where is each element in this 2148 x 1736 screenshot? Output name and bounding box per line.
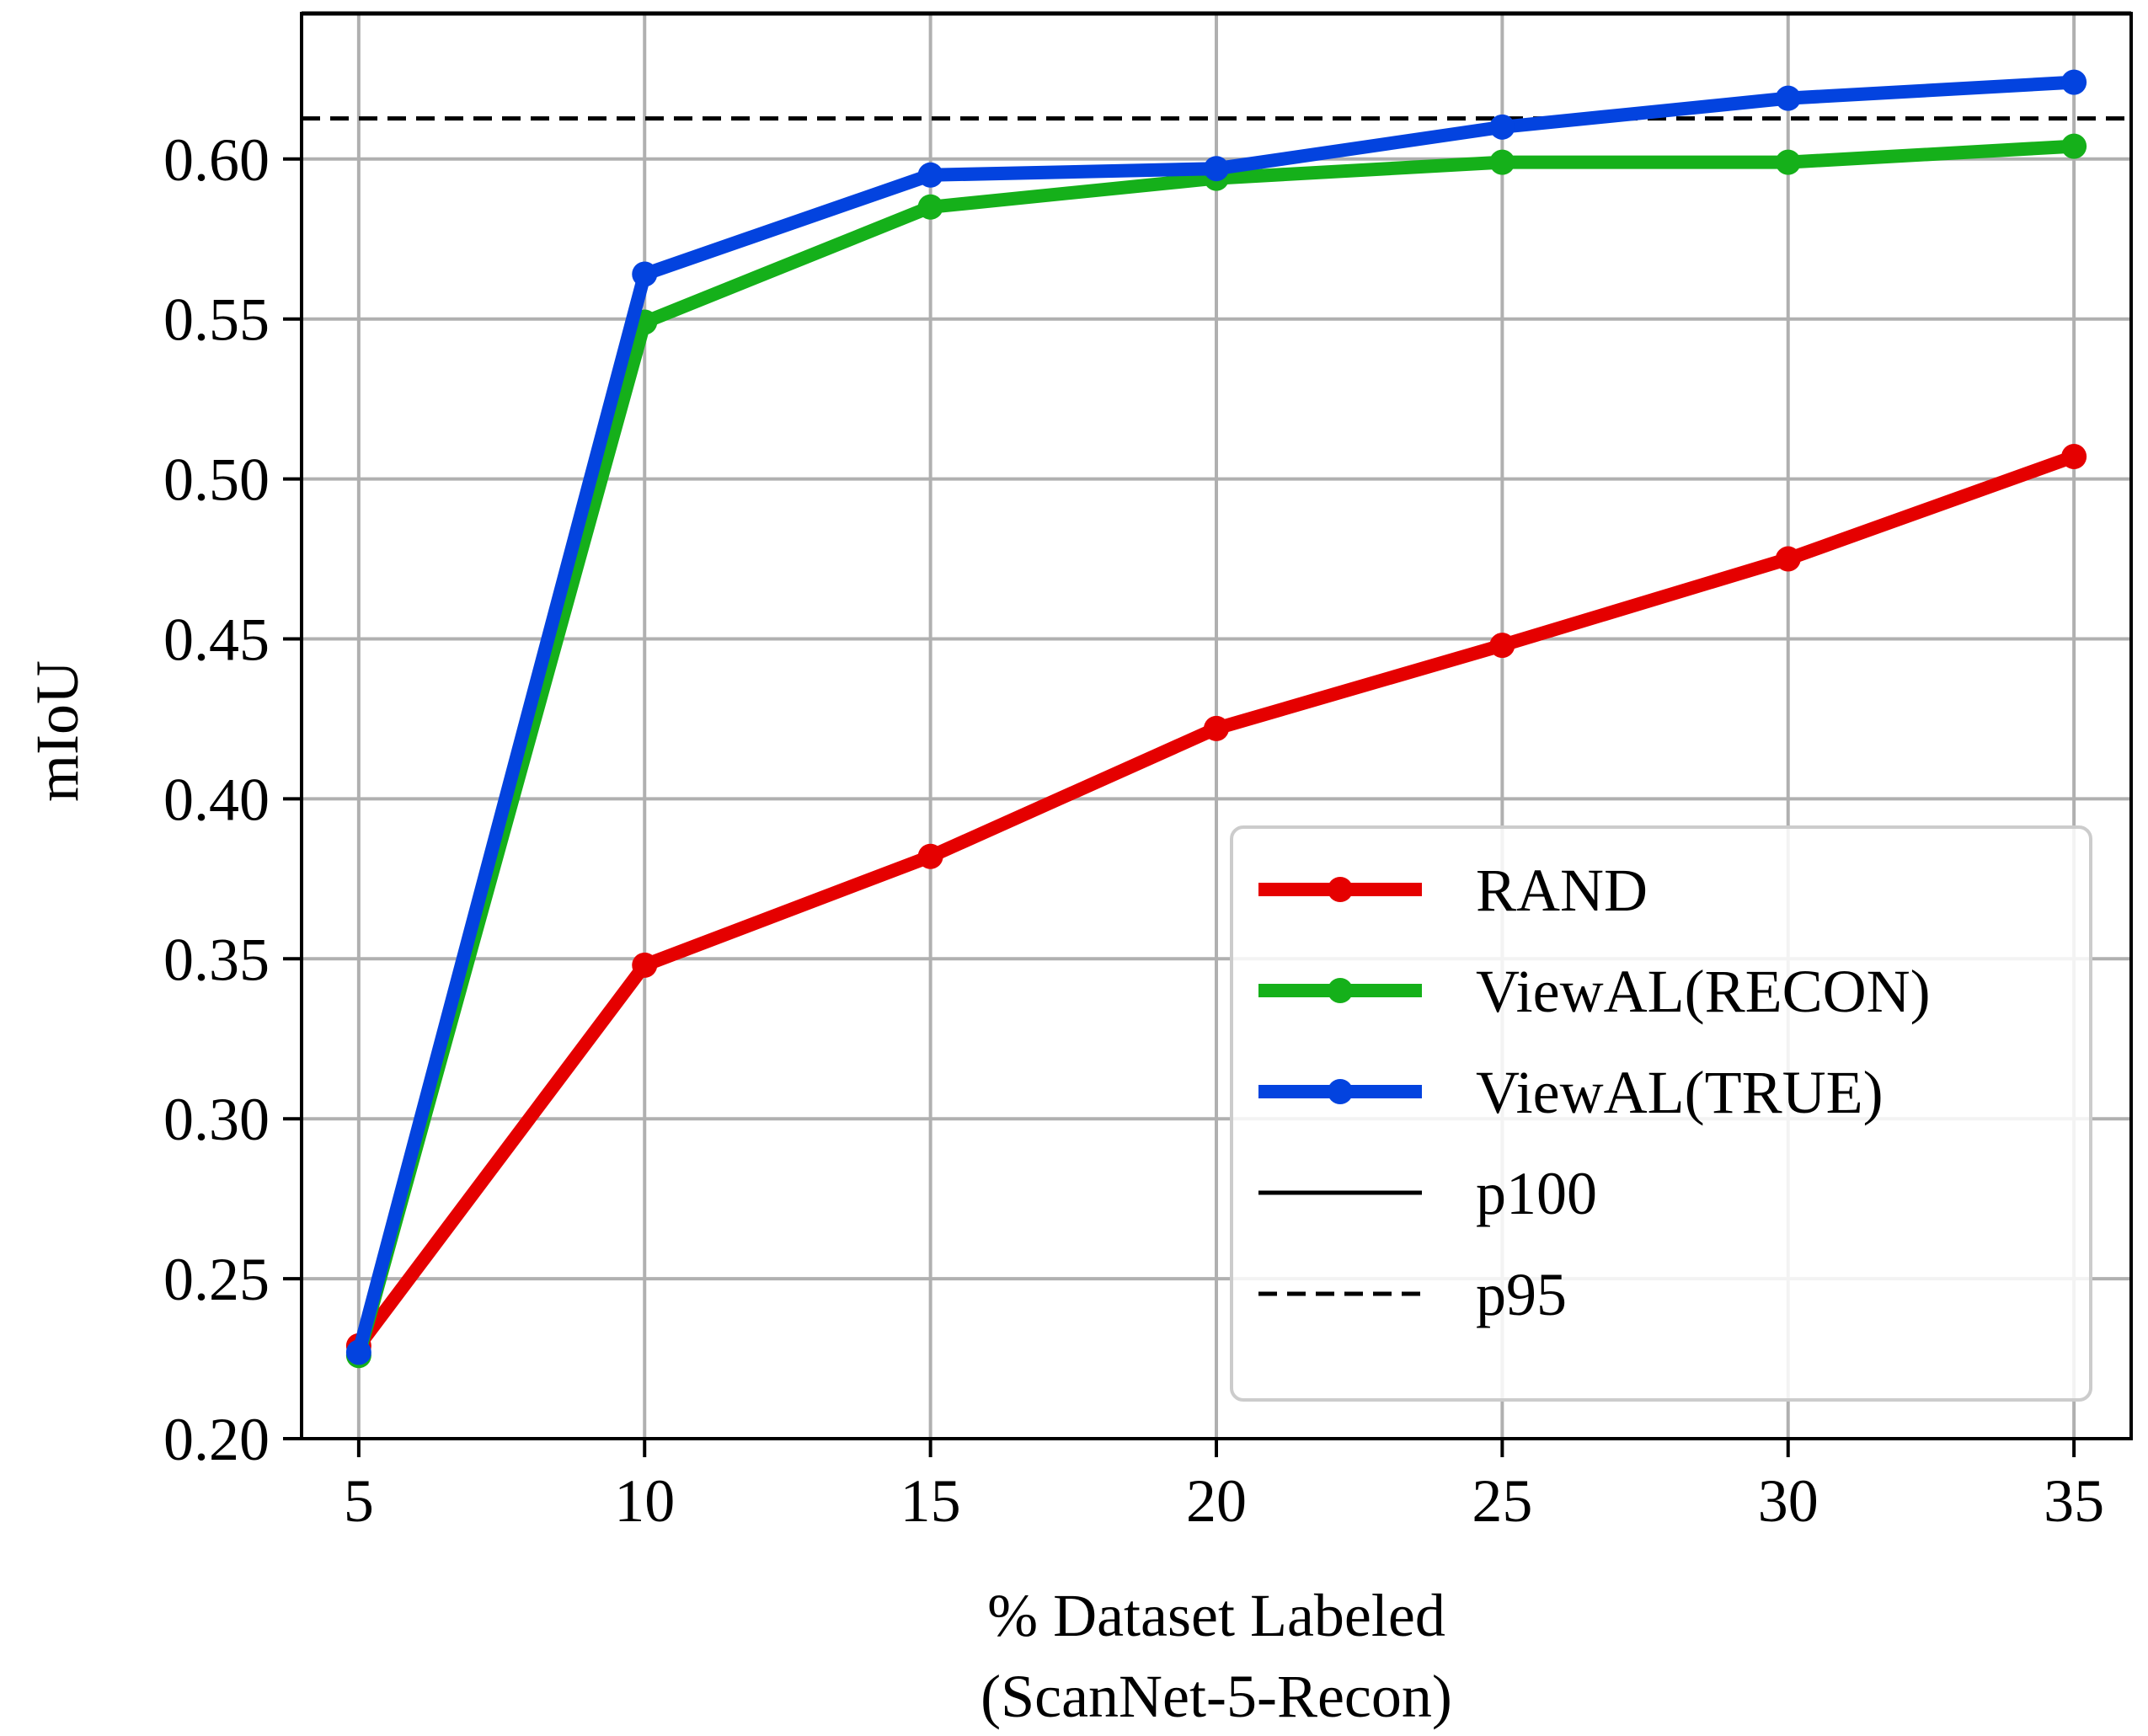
data-point-viewal-true (1489, 114, 1515, 140)
x-tick-label: 30 (1758, 1467, 1819, 1535)
y-tick-label: 0.60 (163, 126, 270, 194)
y-tick-label: 0.55 (163, 286, 270, 354)
y-tick-label: 0.25 (163, 1246, 270, 1313)
y-tick-label: 0.30 (163, 1086, 270, 1153)
y-tick-label: 0.20 (163, 1406, 270, 1473)
legend-marker-viewal-true (1328, 1079, 1353, 1104)
data-point-rand (1775, 546, 1801, 572)
legend-box (1230, 825, 2092, 1402)
y-axis-label: mIoU (24, 660, 91, 802)
x-tick-label: 25 (1472, 1467, 1532, 1535)
x-tick-label: 20 (1186, 1467, 1247, 1535)
data-point-rand (917, 843, 943, 869)
legend: RAND ViewAL(RECON) ViewAL(TRUE) p100 p95 (1230, 825, 2092, 1402)
axis-ticks: 5 10 15 20 25 30 35 0.20 0.25 0.30 0.35 0.40 0.45 0.5… (163, 126, 2104, 1535)
data-point-viewal-recon (1489, 149, 1515, 175)
legend-label-p95: p95 (1476, 1261, 1567, 1328)
data-point-viewal-recon (917, 194, 943, 220)
data-point-viewal-true (632, 261, 658, 287)
legend-label-viewal-recon: ViewAL(RECON) (1476, 958, 1931, 1025)
data-point-viewal-true (345, 1339, 371, 1365)
x-tick-label: 35 (2044, 1467, 2104, 1535)
data-point-viewal-recon (2061, 133, 2087, 159)
legend-marker-rand (1328, 877, 1353, 902)
data-point-viewal-true (1775, 85, 1801, 111)
y-tick-label: 0.35 (163, 926, 270, 993)
x-axis-sublabel: (ScanNet-5-Recon) (980, 1663, 1452, 1730)
data-point-rand (1489, 633, 1515, 659)
grid (302, 13, 2131, 1440)
y-tick-label: 0.40 (163, 766, 270, 833)
legend-label-rand: RAND (1476, 857, 1648, 924)
series-lines (345, 69, 2087, 1369)
data-point-rand (1204, 715, 1229, 741)
legend-label-viewal-true: ViewAL(TRUE) (1476, 1059, 1884, 1126)
data-point-rand (632, 952, 658, 978)
y-tick-label: 0.45 (163, 606, 270, 674)
data-point-viewal-true (2061, 69, 2087, 95)
legend-label-p100: p100 (1476, 1160, 1597, 1227)
x-axis-label: % Dataset Labeled (987, 1582, 1445, 1649)
data-point-viewal-recon (1775, 149, 1801, 175)
x-tick-label: 5 (344, 1467, 374, 1535)
x-tick-label: 15 (900, 1467, 961, 1535)
data-point-viewal-true (1204, 156, 1229, 182)
y-tick-label: 0.50 (163, 446, 270, 514)
legend-marker-viewal-recon (1328, 978, 1353, 1003)
data-point-viewal-true (917, 162, 943, 188)
x-tick-label: 10 (614, 1467, 675, 1535)
data-point-rand (2061, 444, 2087, 470)
